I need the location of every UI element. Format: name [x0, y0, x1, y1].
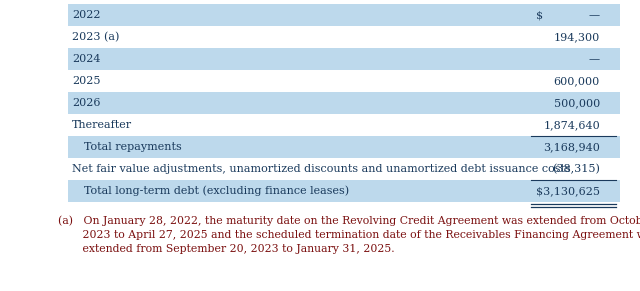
Text: 2023 (a): 2023 (a) — [72, 32, 120, 42]
Text: 2023 to April 27, 2025 and the scheduled termination date of the Receivables Fin: 2023 to April 27, 2025 and the scheduled… — [58, 230, 640, 239]
Text: Net fair value adjustments, unamortized discounts and unamortized debt issuance : Net fair value adjustments, unamortized … — [72, 164, 571, 174]
Bar — [68, 4, 620, 26]
Text: 3,168,940: 3,168,940 — [543, 142, 600, 152]
Text: 2026: 2026 — [72, 98, 100, 108]
Text: Thereafter: Thereafter — [72, 120, 132, 130]
Text: 2024: 2024 — [72, 54, 100, 64]
Bar — [68, 180, 620, 202]
Bar — [68, 48, 620, 70]
Text: —: — — [589, 10, 600, 20]
Text: Total repayments: Total repayments — [84, 142, 182, 152]
Text: —: — — [589, 54, 600, 64]
Text: Total long-term debt (excluding finance leases): Total long-term debt (excluding finance … — [84, 186, 349, 196]
Text: 600,000: 600,000 — [554, 76, 600, 86]
Text: 1,874,640: 1,874,640 — [543, 120, 600, 130]
Bar — [68, 136, 620, 158]
Text: 2025: 2025 — [72, 76, 100, 86]
Text: 500,000: 500,000 — [554, 98, 600, 108]
Text: $: $ — [536, 10, 543, 20]
Text: (38,315): (38,315) — [552, 164, 600, 174]
Text: extended from September 20, 2023 to January 31, 2025.: extended from September 20, 2023 to Janu… — [58, 244, 395, 254]
Text: $3,130,625: $3,130,625 — [536, 186, 600, 196]
Text: 194,300: 194,300 — [554, 32, 600, 42]
Bar — [68, 92, 620, 114]
Text: 2022: 2022 — [72, 10, 100, 20]
Text: (a)   On January 28, 2022, the maturity date on the Revolving Credit Agreement w: (a) On January 28, 2022, the maturity da… — [58, 215, 640, 226]
